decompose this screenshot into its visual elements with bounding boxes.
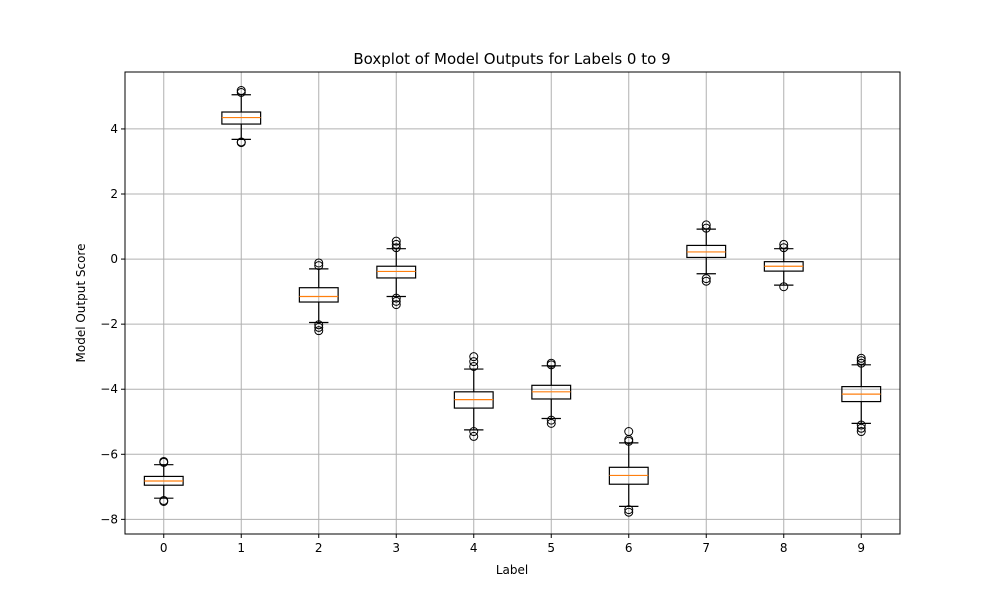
x-tick-label: 4 [470, 541, 478, 555]
outlier-point [314, 322, 324, 332]
y-axis-label: Model Output Score [74, 244, 88, 363]
outlier-point [624, 505, 634, 515]
outlier-point [546, 418, 556, 428]
outlier-point [159, 496, 169, 506]
outlier-point [236, 138, 246, 148]
chart-title: Boxplot of Model Outputs for Labels 0 to… [353, 50, 670, 68]
outlier-point [469, 352, 479, 362]
outlier-point [546, 415, 556, 425]
outlier-point [624, 507, 634, 517]
axis-layer: −8 −6 −4 −2 0 2 4 0 1 2 3 4 5 6 7 8 9 [100, 122, 865, 555]
x-axis-label: Label [496, 563, 528, 577]
outlier-point [391, 296, 401, 306]
outlier-point [624, 427, 634, 437]
box-group-9 [841, 353, 882, 437]
outlier-point [701, 276, 711, 286]
outlier-point [701, 220, 711, 230]
box-group-6 [608, 427, 649, 517]
y-tick-label: −4 [100, 382, 118, 396]
outlier-point [779, 239, 789, 249]
outlier-point [779, 243, 789, 253]
outlier-point [391, 300, 401, 310]
outlier-point [391, 239, 401, 249]
outlier-point [314, 261, 324, 271]
y-tick-label: 0 [110, 252, 118, 266]
y-tick-label: 2 [110, 187, 118, 201]
x-tick-label: 8 [780, 541, 788, 555]
outlier-point [856, 356, 866, 366]
box-group-2 [298, 258, 339, 336]
outlier-point [469, 357, 479, 367]
outlier-point [236, 86, 246, 96]
box-group-7 [686, 220, 727, 286]
box-group-4 [453, 352, 494, 441]
x-tick-label: 3 [392, 541, 400, 555]
x-tick-label: 9 [857, 541, 865, 555]
y-tick-label: −6 [100, 447, 118, 461]
outlier-point [314, 326, 324, 336]
outlier-point [391, 293, 401, 303]
outlier-point [856, 427, 866, 437]
outlier-point [856, 353, 866, 363]
box-layer [143, 86, 882, 517]
box-group-1 [221, 86, 262, 148]
outlier-point [546, 358, 556, 368]
x-tick-label: 2 [315, 541, 323, 555]
outlier-point [159, 456, 169, 466]
x-tick-label: 1 [237, 541, 245, 555]
x-tick-label: 5 [547, 541, 555, 555]
outlier-point [469, 431, 479, 441]
outlier-point [314, 320, 324, 330]
outlier-point [391, 243, 401, 253]
box-group-0 [143, 456, 184, 506]
x-tick-label: 0 [160, 541, 168, 555]
box [298, 287, 339, 303]
y-tick-label: −8 [100, 512, 118, 526]
outlier-point [469, 427, 479, 437]
outlier-point [701, 223, 711, 233]
x-tick-label: 7 [702, 541, 710, 555]
outlier-point [469, 361, 479, 371]
outlier-point [856, 358, 866, 368]
grid-layer [125, 72, 900, 534]
outlier-point [701, 274, 711, 284]
x-tick-label: 6 [625, 541, 633, 555]
outlier-point [856, 423, 866, 433]
outlier-point [391, 236, 401, 246]
outlier-point [779, 282, 789, 292]
outlier-point [856, 420, 866, 430]
box-group-3 [376, 236, 417, 310]
box [376, 265, 417, 279]
plot-frame [124, 71, 901, 535]
outlier-point [314, 258, 324, 268]
box-group-5 [531, 358, 572, 428]
y-tick-label: 4 [110, 122, 118, 136]
y-tick-label: −2 [100, 317, 118, 331]
box-group-8 [763, 239, 804, 292]
